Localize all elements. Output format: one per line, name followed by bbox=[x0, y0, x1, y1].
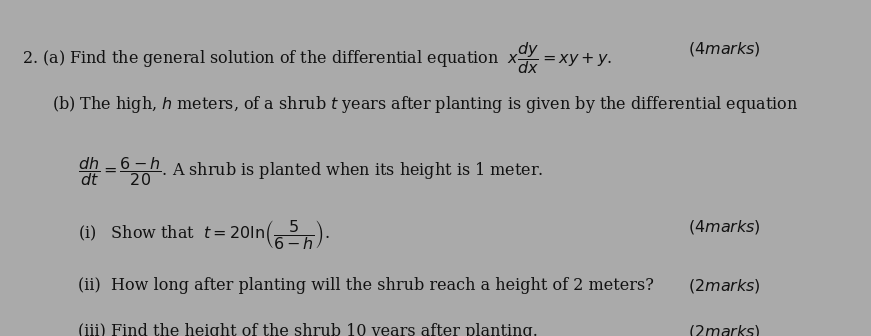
Text: $\dfrac{dh}{dt} = \dfrac{6-h}{20}$. A shrub is planted when its height is 1 mete: $\dfrac{dh}{dt} = \dfrac{6-h}{20}$. A sh… bbox=[78, 155, 544, 187]
Text: (b) The high, $h$ meters, of a shrub $t$ years after planting is given by the di: (b) The high, $h$ meters, of a shrub $t$… bbox=[52, 94, 799, 115]
Text: (ii)  How long after planting will the shrub reach a height of 2 meters?: (ii) How long after planting will the sh… bbox=[78, 277, 654, 294]
Text: $(2 \mathit{marks})$: $(2 \mathit{marks})$ bbox=[688, 323, 761, 336]
Text: $(4 \mathit{marks})$: $(4 \mathit{marks})$ bbox=[688, 218, 761, 237]
Text: $(4 \mathit{marks})$: $(4 \mathit{marks})$ bbox=[688, 40, 761, 58]
Text: 2. (a) Find the general solution of the differential equation  $x\dfrac{dy}{dx} : 2. (a) Find the general solution of the … bbox=[22, 40, 612, 76]
Text: (iii) Find the height of the shrub 10 years after planting.: (iii) Find the height of the shrub 10 ye… bbox=[78, 323, 538, 336]
Text: $(2 \mathit{marks})$: $(2 \mathit{marks})$ bbox=[688, 277, 761, 295]
Text: (i)   Show that  $t = 20\ln\!\left(\dfrac{5}{6-h}\right)$.: (i) Show that $t = 20\ln\!\left(\dfrac{5… bbox=[78, 218, 330, 251]
